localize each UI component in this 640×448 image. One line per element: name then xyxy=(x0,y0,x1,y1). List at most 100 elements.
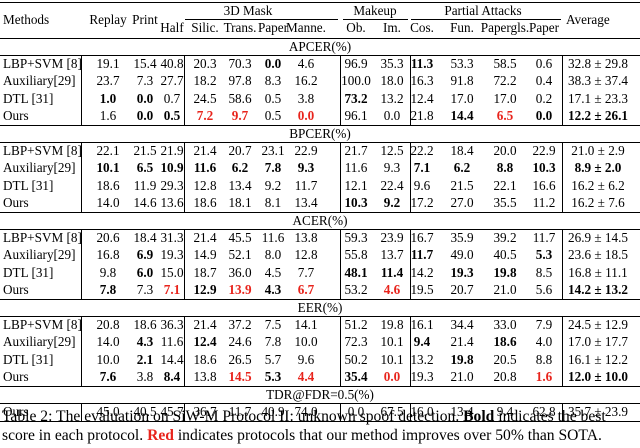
table-cell: 5.6 xyxy=(535,282,553,298)
header-partial-attacks: Partial Attacks xyxy=(444,3,522,18)
table-cell: 6.5 xyxy=(136,160,154,176)
table-cell: 62.8 xyxy=(532,403,556,419)
table-cell: 0.0 xyxy=(383,369,401,385)
table-cell: 1.6 xyxy=(535,369,553,385)
table-cell: 8.8 xyxy=(535,351,553,367)
table-cell: 22.9 xyxy=(532,142,556,158)
table-cell: 0.0 xyxy=(383,108,401,124)
table-cell: 7.8 xyxy=(99,282,117,298)
table-cell: 0.0 xyxy=(297,108,315,124)
table-cell: 6.7 xyxy=(297,282,315,298)
table-cell: 18.1 xyxy=(228,195,252,211)
column-separator xyxy=(562,142,563,212)
table-cell: 10.1 xyxy=(380,334,404,350)
table-cell: 91.8 xyxy=(450,73,474,89)
table-cell: 19.3 xyxy=(450,264,474,280)
table-cell: 12.8 xyxy=(193,177,217,193)
table-cell: 21.5 xyxy=(450,177,474,193)
table-cell: 9.6 xyxy=(297,351,315,367)
table-cell: 40.5 xyxy=(133,403,157,419)
table-cell: 13.4 xyxy=(294,195,318,211)
table-cell: 14.2 xyxy=(410,264,434,280)
method-name: Auxiliary[29] xyxy=(3,160,76,176)
table-cell: 9.8 xyxy=(99,264,117,280)
table-cell: 36.7 xyxy=(193,403,217,419)
group-rule-partial xyxy=(411,19,561,20)
table-cell: 100.0 xyxy=(341,73,371,89)
column-separator xyxy=(184,55,185,125)
column-separator xyxy=(81,403,82,421)
table-cell: 36.3 xyxy=(160,316,184,332)
table-cell: 13.8 xyxy=(294,229,318,245)
table-cell: 21.8 xyxy=(410,108,434,124)
column-separator xyxy=(410,142,411,212)
table-cell: 38.3 ± 37.4 xyxy=(568,73,628,89)
table-cell: 19.3 xyxy=(410,369,434,385)
table-cell: 50.2 xyxy=(344,351,368,367)
column-separator xyxy=(562,229,563,299)
table-cell: 7.9 xyxy=(535,316,553,332)
table-cell: 23.9 xyxy=(380,229,404,245)
method-name: Auxiliary[29] xyxy=(3,247,76,263)
table-cell: 18.6 xyxy=(96,177,120,193)
table-cell: 21.7 xyxy=(344,142,368,158)
caption-part-2: indicates the best score in each protoco… xyxy=(2,408,606,444)
table-cell: 32.8 ± 29.8 xyxy=(568,55,628,71)
subheader-fun: Fun. xyxy=(450,20,474,35)
table-cell: 51.2 xyxy=(344,316,368,332)
table-cell: 40.8 xyxy=(160,55,184,71)
table-cell: 27.7 xyxy=(160,73,184,89)
header-print: Print xyxy=(132,12,158,27)
table-cell: 13.6 xyxy=(160,195,184,211)
table-cell: 70.3 xyxy=(228,55,252,71)
table-cell: 11.6 xyxy=(193,160,217,176)
table-cell: 72.3 xyxy=(344,334,368,350)
table-cell: 0.0 xyxy=(136,108,154,124)
table-cell: 4.3 xyxy=(136,334,154,350)
table-cell: 12.2 ± 26.1 xyxy=(568,108,628,124)
table-cell: 12.4 xyxy=(410,90,434,106)
table-cell: 35.3 xyxy=(380,55,404,71)
table-cell: 11.6 xyxy=(344,160,368,176)
table-cell: 16.2 xyxy=(294,73,318,89)
table-cell: 0.6 xyxy=(535,55,553,71)
table-cell: 16.2 ± 6.2 xyxy=(571,177,625,193)
table-cell: 19.5 xyxy=(410,282,434,298)
table-cell: 18.7 xyxy=(193,264,217,280)
table-cell: 7.1 xyxy=(163,282,181,298)
group-rule-makeup xyxy=(343,19,408,20)
table-cell: 16.1 xyxy=(410,316,434,332)
table-cell: 34.4 xyxy=(450,316,474,332)
table-cell: 26.5 xyxy=(228,351,252,367)
table-cell: 31.3 xyxy=(160,229,184,245)
table-cell: 36.0 xyxy=(228,264,252,280)
table-cell: 17.1 ± 23.3 xyxy=(568,90,628,106)
table-cell: 11.7 xyxy=(294,177,318,193)
table-cell: 48.1 xyxy=(344,264,368,280)
table-cell: 19.3 xyxy=(160,247,184,263)
column-separator xyxy=(81,229,82,299)
subheader-cos: Cos. xyxy=(410,20,434,35)
method-name: Ours xyxy=(3,369,29,385)
method-name: DTL [31] xyxy=(3,351,54,367)
group-rule-3d-mask xyxy=(185,19,338,20)
section-rule xyxy=(0,212,640,213)
table-cell: 58.5 xyxy=(493,55,517,71)
column-separator xyxy=(340,229,341,299)
table-cell: 12.5 xyxy=(380,142,404,158)
table-cell: 13.4 xyxy=(450,403,474,419)
caption-part-1: Table 2: The evaluation on SiW-M Protoco… xyxy=(2,408,464,425)
table-cell: 21.4 xyxy=(450,334,474,350)
method-name: Auxiliary[29] xyxy=(3,334,76,350)
table-cell: 18.6 xyxy=(193,351,217,367)
table-cell: 7.5 xyxy=(264,316,282,332)
table-cell: 29.3 xyxy=(160,177,184,193)
table-cell: 7.1 xyxy=(413,160,431,176)
method-name: Ours xyxy=(3,195,29,211)
table-cell: 13.8 xyxy=(193,369,217,385)
table-cell: 40.9 xyxy=(261,403,285,419)
table-cell: 23.1 xyxy=(261,142,285,158)
table-cell: 20.8 xyxy=(96,316,120,332)
column-separator xyxy=(340,55,341,125)
table-cell: 7.7 xyxy=(297,264,315,280)
